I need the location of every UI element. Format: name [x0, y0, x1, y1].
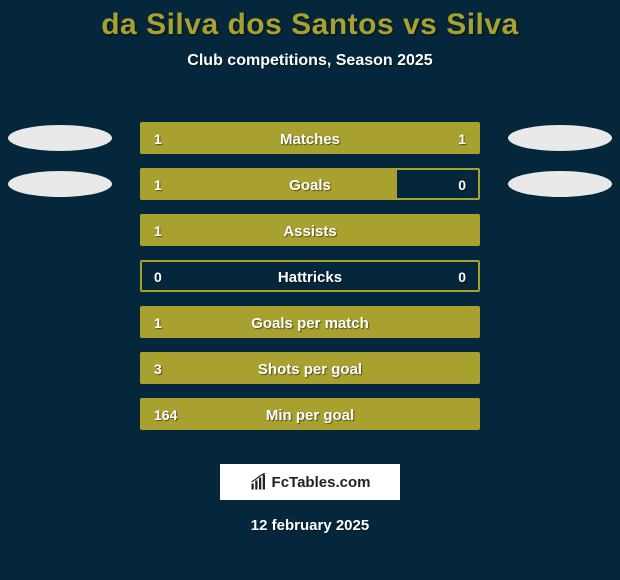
stat-value-left: 1: [154, 177, 162, 193]
stat-value-left: 1: [154, 315, 162, 331]
stat-label: Matches: [142, 131, 478, 148]
stat-value-right: 0: [458, 177, 466, 193]
stat-bar: Min per goal164: [140, 398, 480, 430]
stat-label: Goals per match: [142, 315, 478, 332]
stat-label: Assists: [142, 223, 478, 240]
comparison-card: da Silva dos Santos vs Silva Club compet…: [0, 0, 620, 580]
page-title: da Silva dos Santos vs Silva: [0, 0, 620, 42]
stat-value-left: 1: [154, 223, 162, 239]
stat-value-left: 0: [154, 269, 162, 285]
player-ellipse-right: [508, 125, 612, 151]
subtitle: Club competitions, Season 2025: [0, 52, 620, 70]
stat-row: Goals per match1: [0, 300, 620, 346]
stat-row: Hattricks0 0: [0, 254, 620, 300]
stat-value-left: 164: [154, 407, 177, 423]
stat-bar: Shots per goal3: [140, 352, 480, 384]
fctables-icon: [250, 473, 268, 491]
player-ellipse-left: [8, 125, 112, 151]
stat-value-right: 1: [458, 131, 466, 147]
stat-row: Shots per goal3: [0, 346, 620, 392]
stat-label: Hattricks: [142, 269, 478, 286]
stat-label: Min per goal: [142, 407, 478, 424]
stat-value-right: 0: [458, 269, 466, 285]
player-ellipse-right: [508, 171, 612, 197]
stat-bar: Hattricks0 0: [140, 260, 480, 292]
stat-value-left: 1: [154, 131, 162, 147]
stat-value-left: 3: [154, 361, 162, 377]
stat-rows: Matches11Goals10Assists1Hattricks00Goals…: [0, 116, 620, 438]
stat-bar: Goals1 0: [140, 168, 480, 200]
player-ellipse-left: [8, 171, 112, 197]
stat-row: Goals1 0: [0, 162, 620, 208]
stat-bar: Goals per match1: [140, 306, 480, 338]
stat-row: Matches1 1: [0, 116, 620, 162]
stat-label: Shots per goal: [142, 361, 478, 378]
date-label: 12 february 2025: [0, 517, 620, 534]
branding-badge: FcTables.com: [220, 464, 400, 500]
stat-row: Assists1: [0, 208, 620, 254]
stat-label: Goals: [142, 177, 478, 194]
stat-bar: Matches1 1: [140, 122, 480, 154]
stat-row: Min per goal164: [0, 392, 620, 438]
branding-text: FcTables.com: [272, 474, 371, 491]
stat-bar: Assists1: [140, 214, 480, 246]
